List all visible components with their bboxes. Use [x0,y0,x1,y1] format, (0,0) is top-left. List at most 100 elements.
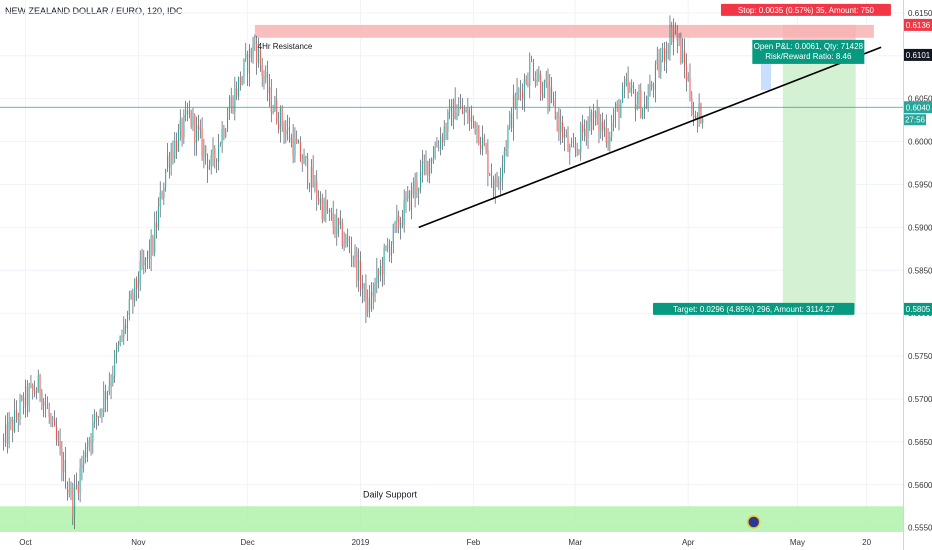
candle-body [527,83,529,86]
candle-body [117,344,119,350]
candle-body [427,160,429,176]
candle-body [312,167,314,187]
candle-body [239,76,241,85]
candle-body [361,288,363,290]
candle-body [105,391,107,400]
candle-body [183,114,185,138]
candle-body [471,115,473,117]
candle-body [454,99,456,120]
candle-body [34,390,36,394]
candle-body [529,61,531,86]
stop-label-text: Stop: 0.0035 (0.57%) 35, Amount: 750 [738,6,875,15]
candle-body [296,138,298,144]
candle-body [629,87,631,91]
pnl-text: Open P&L: 0.0061, Qty: 71428 [754,42,864,51]
candle-body [622,86,624,103]
target-label-bg [652,302,855,315]
candle-body [556,115,558,119]
candle-body [498,182,500,184]
x-tick-label: 20 [862,538,871,547]
candle-body [248,48,250,74]
candle-body [633,85,635,93]
chart-grid [0,0,903,532]
candle-body [554,99,556,119]
y-tick-label: 0.6050 [908,95,932,104]
candle-body [290,137,292,142]
candle-body [620,102,622,118]
candle-body [589,112,591,122]
time-axis: Oct Nov Dec 2019 Feb Mar Apr May 20 [19,515,872,547]
y-tick-label: 0.5750 [908,352,932,361]
candle-body [425,160,427,164]
candle-body [487,150,489,174]
price-axis: 0.55500.56000.56500.57000.57500.58000.58… [903,0,932,550]
y-tick-label: 0.5600 [908,481,932,490]
chart-drawings [0,46,903,229]
candle-body [505,147,507,151]
event-marker-circle [746,515,761,529]
candle-body [97,416,99,418]
candle-body [197,124,199,130]
candle-body [210,155,212,166]
candle-body [276,99,278,123]
candle-body [110,382,112,386]
candle-body [525,79,527,84]
candle-body [237,76,239,97]
candle-body [85,451,87,458]
candle-body [374,283,376,297]
candle-body [363,283,365,289]
candle-body [172,151,174,159]
candle-body [15,410,17,418]
candle-body [303,155,305,165]
candle-body [77,484,79,494]
candle-body [141,261,143,266]
candle-body [272,111,274,113]
candlestick-series [3,15,704,530]
candle-body [247,53,249,74]
candle-body [170,151,172,168]
target-label-text: Target: 0.0296 (4.85%) 296, Amount: 3114… [673,305,835,314]
candle-body [494,179,496,191]
candle-body [534,78,536,83]
candle-body [582,124,584,133]
candle-body [658,59,660,72]
candle-body [412,186,414,195]
ascending-trendline [418,46,882,229]
candle-body [653,87,655,90]
candle-body [583,129,585,133]
candle-body [150,236,152,259]
candle-body [161,192,163,199]
candle-body [327,211,329,212]
candle-body [336,217,338,235]
candle-body [259,49,261,65]
candle-body [278,122,280,130]
x-tick-label: Mar [568,538,582,547]
candle-body [674,27,676,31]
candle-body [134,278,136,301]
candle-body [662,48,664,60]
candle-body [485,145,487,151]
candle-body [61,448,63,472]
price-tag-label: 0.6136 [906,21,931,30]
y-tick-label: 0.6000 [908,138,932,147]
candle-body [212,148,214,156]
candle-body [265,72,267,79]
stop-label-bg [720,3,891,16]
candle-body [176,140,178,152]
candle-body [580,124,582,153]
candle-body [500,176,502,183]
candle-body [263,75,265,79]
candle-body [598,111,600,132]
candle-body [507,127,509,148]
candle-body [283,126,285,135]
candle-body [542,93,544,98]
candle-body [199,128,201,130]
candle-body [359,260,361,290]
candle-body [516,91,518,108]
candle-body [512,95,514,128]
candle-body [478,125,480,145]
candle-body [394,222,396,225]
candle-body [227,119,229,131]
candle-body [279,108,281,130]
